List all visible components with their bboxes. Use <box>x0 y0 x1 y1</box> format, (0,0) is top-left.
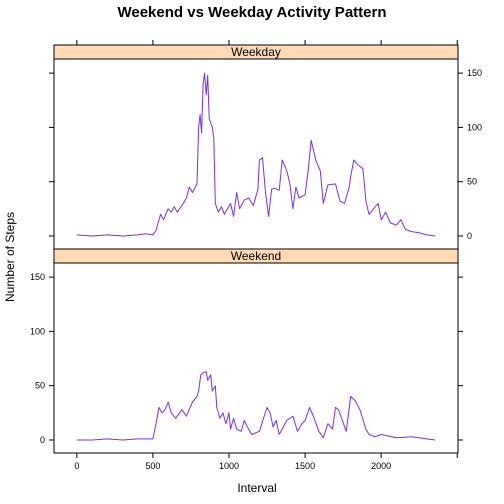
y-tick-label: 100 <box>467 122 482 132</box>
y-axis-label: Number of Steps <box>3 212 17 302</box>
x-tick-label: 0 <box>74 461 79 471</box>
x-axis-label: Interval <box>237 481 276 495</box>
x-axis: 0 500 1000 1500 2000 <box>74 40 458 471</box>
x-tick-label: 1000 <box>219 461 239 471</box>
panel-frame <box>53 58 459 250</box>
chart-title: Weekend vs Weekday Activity Pattern <box>117 4 386 21</box>
panel-frame <box>53 262 459 454</box>
y-tick-label: 0 <box>40 435 45 445</box>
strip-label: Weekend <box>231 249 281 263</box>
y-tick-label: 100 <box>30 326 45 336</box>
y-tick-label: 150 <box>467 68 482 78</box>
x-tick-label: 500 <box>145 461 160 471</box>
y-tick-label: 50 <box>467 177 477 187</box>
series-line-weekday <box>76 72 436 237</box>
y-tick-label: 50 <box>35 381 45 391</box>
y-tick-label: 0 <box>467 231 472 241</box>
series-line-weekend <box>76 371 436 441</box>
x-tick-label: 1500 <box>295 461 315 471</box>
panel-weekend: Weekend 0 50 100 150 <box>30 248 463 454</box>
strip-label: Weekday <box>231 45 281 59</box>
y-tick-label: 150 <box>30 272 45 282</box>
panel-weekday: Weekday 0 50 100 150 <box>49 44 482 250</box>
x-tick-label: 2000 <box>371 461 391 471</box>
